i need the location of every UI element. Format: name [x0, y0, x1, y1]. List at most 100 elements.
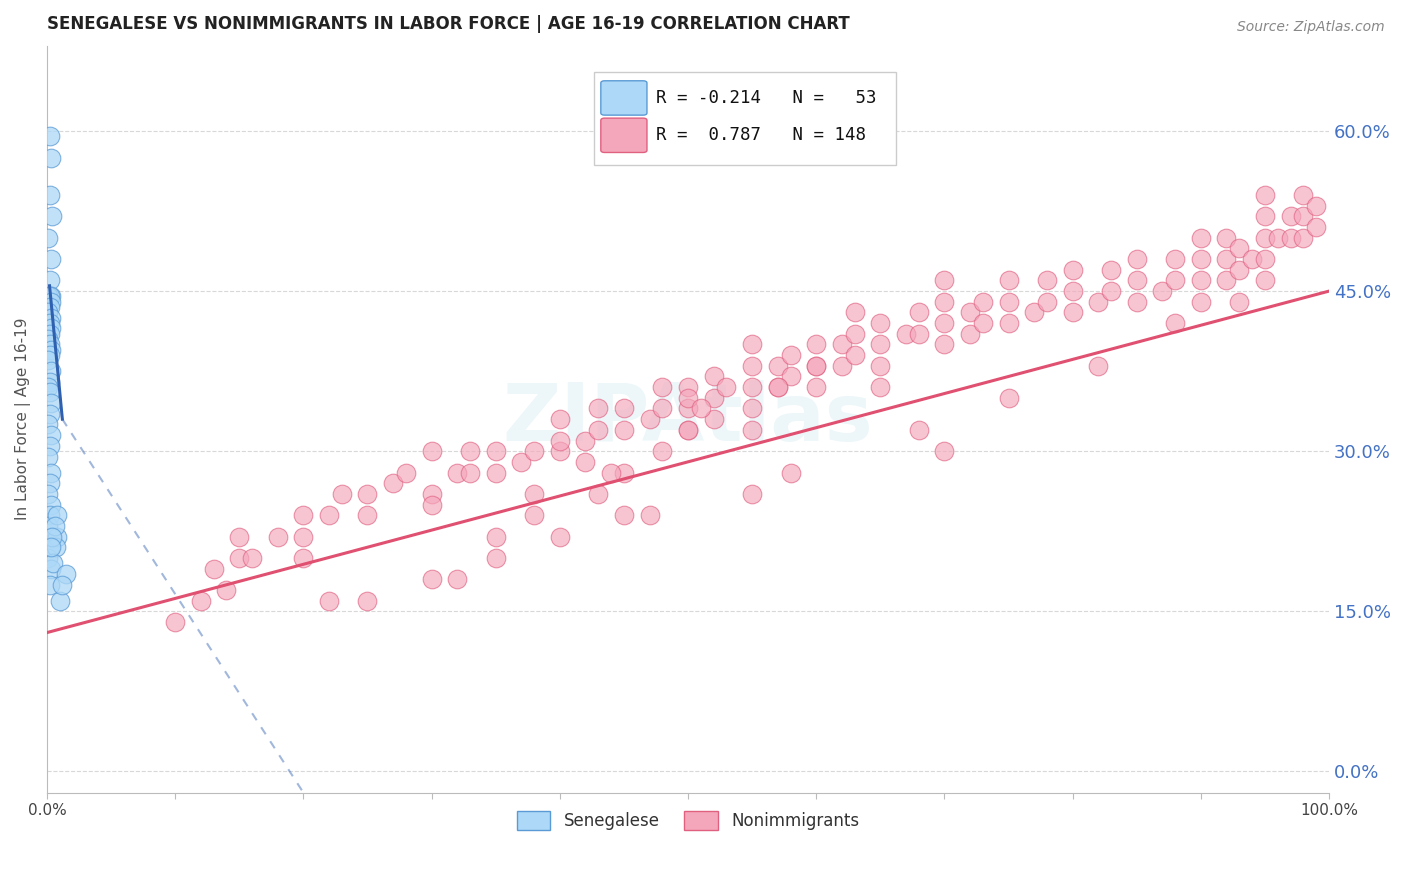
Point — [37, 380, 59, 394]
Point — [41, 530, 63, 544]
Point — [39, 498, 62, 512]
Point — [356, 593, 378, 607]
Point — [869, 359, 891, 373]
Text: R =  0.787   N = 148: R = 0.787 N = 148 — [657, 127, 866, 145]
Text: ZIPAtlas: ZIPAtlas — [502, 380, 873, 458]
Point — [37, 332, 59, 346]
Point — [485, 466, 508, 480]
Point — [523, 508, 546, 523]
Point — [613, 423, 636, 437]
Point — [39, 289, 62, 303]
Point — [37, 353, 59, 368]
Point — [1125, 252, 1147, 266]
Point — [44, 519, 66, 533]
Point — [37, 519, 59, 533]
Point — [38, 337, 60, 351]
Point — [318, 593, 340, 607]
Point — [39, 364, 62, 378]
Point — [228, 550, 250, 565]
Point — [741, 487, 763, 501]
Point — [651, 380, 673, 394]
Point — [395, 466, 418, 480]
Point — [38, 385, 60, 400]
Point — [586, 487, 609, 501]
Point — [420, 444, 443, 458]
Point — [934, 316, 956, 330]
Point — [38, 439, 60, 453]
Point — [613, 508, 636, 523]
Point — [1036, 273, 1059, 287]
Point — [382, 476, 405, 491]
Legend: Senegalese, Nonimmigrants: Senegalese, Nonimmigrants — [510, 804, 866, 837]
Point — [37, 417, 59, 432]
Point — [997, 273, 1019, 287]
Point — [1099, 284, 1122, 298]
FancyBboxPatch shape — [595, 72, 896, 165]
Point — [240, 550, 263, 565]
Point — [1292, 231, 1315, 245]
Point — [46, 530, 69, 544]
Point — [574, 455, 596, 469]
Point — [1215, 273, 1237, 287]
Point — [1254, 273, 1277, 287]
Point — [1024, 305, 1046, 319]
Point — [37, 550, 59, 565]
Point — [38, 300, 60, 314]
Point — [38, 407, 60, 421]
Point — [1062, 305, 1084, 319]
Text: R = -0.214   N =   53: R = -0.214 N = 53 — [657, 89, 876, 107]
Point — [39, 540, 62, 554]
Point — [831, 337, 853, 351]
Point — [741, 423, 763, 437]
Point — [586, 401, 609, 416]
Point — [458, 466, 481, 480]
Point — [548, 434, 571, 448]
Point — [38, 540, 60, 554]
Point — [844, 348, 866, 362]
Point — [39, 252, 62, 266]
Point — [39, 561, 62, 575]
Point — [292, 508, 315, 523]
Point — [46, 508, 69, 523]
Point — [972, 294, 994, 309]
Point — [1087, 294, 1109, 309]
Point — [574, 434, 596, 448]
Point — [446, 466, 468, 480]
Point — [38, 348, 60, 362]
Point — [1305, 199, 1327, 213]
Point — [1152, 284, 1174, 298]
Point — [458, 444, 481, 458]
Point — [318, 508, 340, 523]
Point — [766, 359, 789, 373]
Point — [869, 380, 891, 394]
Point — [638, 412, 661, 426]
Point — [38, 188, 60, 202]
Point — [39, 343, 62, 357]
Point — [806, 380, 828, 394]
Point — [190, 593, 212, 607]
Point — [806, 359, 828, 373]
Point — [844, 326, 866, 341]
Point — [934, 273, 956, 287]
Point — [1164, 316, 1187, 330]
FancyBboxPatch shape — [600, 81, 647, 115]
Point — [676, 401, 699, 416]
Point — [38, 476, 60, 491]
Point — [703, 391, 725, 405]
Point — [894, 326, 917, 341]
Point — [356, 508, 378, 523]
Point — [779, 369, 801, 384]
Point — [1125, 273, 1147, 287]
Point — [548, 412, 571, 426]
Point — [38, 375, 60, 389]
Point — [38, 508, 60, 523]
Point — [741, 401, 763, 416]
Point — [292, 550, 315, 565]
Text: SENEGALESE VS NONIMMIGRANTS IN LABOR FORCE | AGE 16-19 CORRELATION CHART: SENEGALESE VS NONIMMIGRANTS IN LABOR FOR… — [46, 15, 849, 33]
Point — [934, 337, 956, 351]
Y-axis label: In Labor Force | Age 16-19: In Labor Force | Age 16-19 — [15, 318, 31, 520]
Point — [1241, 252, 1264, 266]
Point — [37, 305, 59, 319]
Point — [676, 423, 699, 437]
Point — [741, 380, 763, 394]
